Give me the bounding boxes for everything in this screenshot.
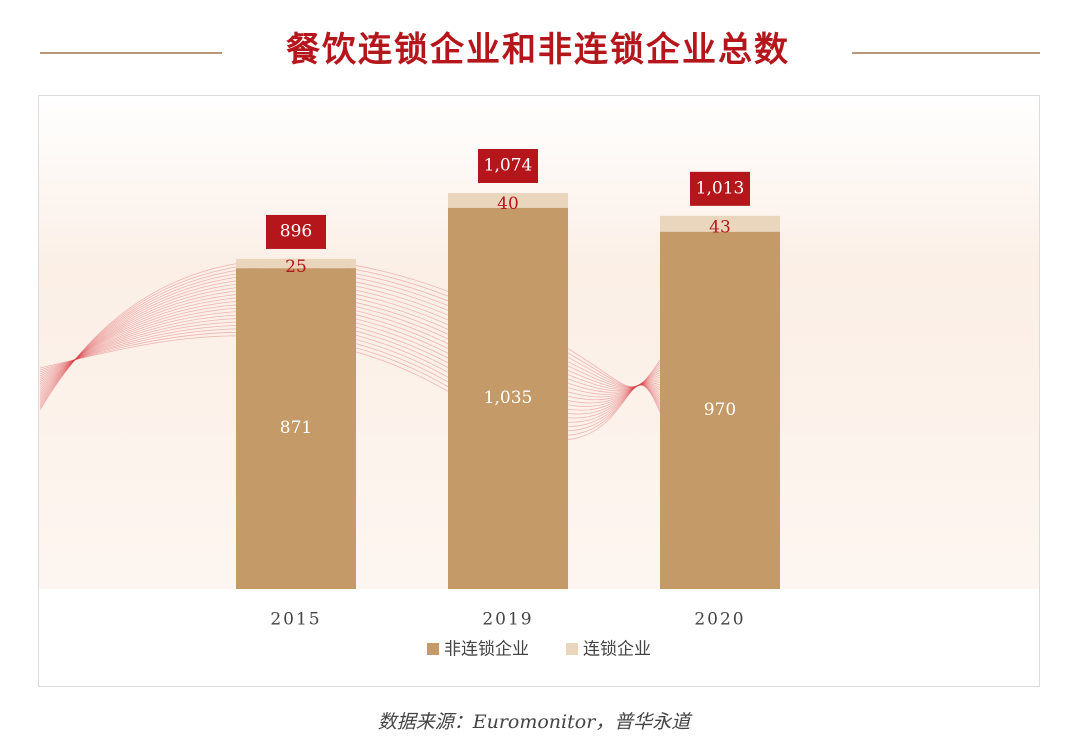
x-tick-label: 2020 [694, 610, 745, 630]
value-label: 40 [497, 194, 519, 214]
chart-title: 餐饮连锁企业和非连锁企业总数 [286, 30, 790, 70]
total-label: 1,074 [484, 156, 533, 176]
wave [39, 292, 661, 395]
source: 数据来源：Euromonitor，普华永道 [378, 711, 694, 733]
value-label: 970 [704, 400, 736, 420]
wave [39, 306, 661, 407]
legend-swatch [566, 643, 578, 655]
legend-label: 连锁企业 [583, 640, 651, 660]
value-label: 871 [280, 418, 312, 438]
legend-label: 非连锁企业 [444, 640, 529, 660]
wave [39, 262, 661, 409]
bar-segment [660, 215, 780, 232]
wave [39, 299, 661, 401]
wave [39, 266, 661, 407]
total-box [266, 214, 326, 249]
bar-segment [448, 193, 568, 208]
value-label: 43 [709, 217, 731, 237]
x-tick-label: 2019 [482, 610, 533, 630]
bar-segment [236, 268, 356, 589]
x-tick-label: 2015 [270, 610, 321, 630]
wave [39, 281, 661, 399]
total-label: 1,013 [696, 178, 745, 198]
wave [39, 258, 661, 411]
total-box [478, 149, 538, 183]
wave [39, 303, 661, 404]
wave [39, 296, 661, 398]
bar-segment [660, 231, 780, 589]
wave [39, 277, 661, 401]
wave [39, 288, 661, 395]
wave [39, 273, 661, 403]
wave [39, 284, 661, 397]
bar-segment [448, 207, 568, 590]
wave [39, 270, 661, 405]
value-label: 1,035 [484, 388, 533, 408]
total-label: 896 [280, 221, 312, 241]
legend-swatch [427, 643, 439, 655]
value-label: 25 [285, 257, 307, 277]
bar-segment [236, 258, 356, 269]
total-box [690, 171, 750, 206]
